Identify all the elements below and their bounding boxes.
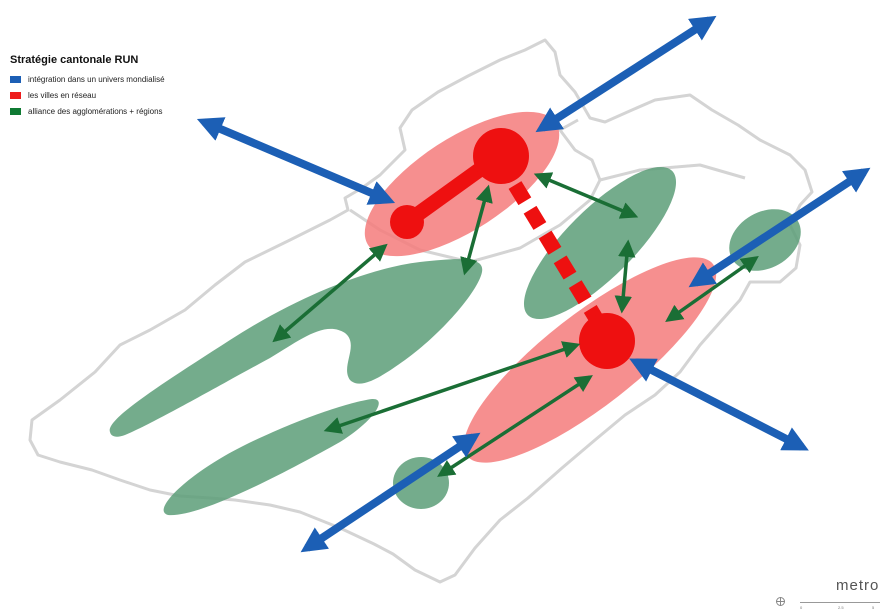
green-arrow-3: [533, 172, 639, 219]
city-node-le-locle: [473, 128, 529, 184]
scale-tick-2: 5: [872, 605, 875, 610]
legend-swatch-red: [10, 91, 21, 99]
green-arrow-1: [272, 243, 388, 343]
legend-item-global: intégration dans un univers mondialisé: [10, 71, 165, 87]
blue-arrow-northeast: [535, 15, 717, 133]
legend-label-global: intégration dans un univers mondialisé: [28, 74, 165, 84]
blue-arrow-east: [688, 167, 871, 288]
city-node-la-chaux-de-fonds: [390, 205, 424, 239]
north-arrow-icon: [776, 597, 785, 606]
legend-swatch-green: [10, 107, 21, 115]
green-zone-west: [109, 259, 483, 437]
green-arrow-4: [614, 239, 636, 314]
legend-title: Stratégie cantonale RUN: [10, 54, 139, 66]
legend-label-alliance: alliance des agglomérations + régions: [28, 106, 163, 116]
brand-logo: metron: [836, 577, 880, 594]
green-arrow-2: [460, 184, 493, 276]
legend-item-alliance: alliance des agglomérations + régions: [10, 103, 165, 119]
blue-arrow-southwest: [300, 432, 481, 553]
legend-swatch-blue: [10, 75, 21, 83]
blue-arrow-northwest: [196, 117, 396, 205]
scale-tick-1: 2.5: [838, 605, 844, 610]
scale-tick-0: 0: [800, 605, 803, 610]
green-zone-southwest: [163, 398, 379, 516]
legend-item-cities: les villes en réseau: [10, 87, 165, 103]
blue-arrow-southeast: [629, 358, 809, 451]
legend-label-cities: les villes en réseau: [28, 90, 97, 100]
city-node-neuchatel: [579, 313, 635, 369]
map-legend: Stratégie cantonale RUN intégration dans…: [10, 54, 165, 119]
